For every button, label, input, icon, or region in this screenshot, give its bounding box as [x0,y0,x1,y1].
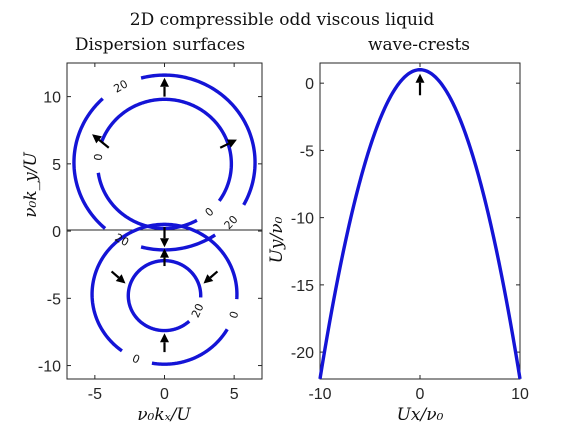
left-arrow-4 [160,248,169,267]
contour-label: 20 [222,213,241,232]
right-xtick-label: 0 [416,386,425,403]
left-arrow-2-head [226,139,237,148]
left-arrow-1-head [92,134,102,144]
left-arrow-6-shaft [209,270,219,279]
contour-level-0-2 [90,222,239,366]
left-ticks: -5 0 5 -10 -5 0 5 10 [38,63,262,403]
left-arrow-4-head [160,248,169,258]
left-xtick-label: 0 [160,386,169,403]
contour-label: 20 [189,302,207,320]
contour-level-20-3 [126,258,203,333]
contour-label: 0 [92,153,106,161]
right-xtick-label: -10 [308,386,331,403]
left-arrow-1-shaft [98,139,110,149]
left-arrow-5 [110,270,126,284]
left-arrow-5-shaft [110,270,120,279]
left-arrow-0-head [160,77,169,87]
figure-suptitle: 2D compressible odd viscous liquid [130,10,435,30]
left-ytick-label: -5 [47,291,61,308]
left-arrow-7-head [160,333,169,343]
left-panel-title: Dispersion surfaces [75,35,245,55]
right-ytick-label: 0 [305,76,314,93]
left-arrow-3 [160,227,169,248]
left-arrow-7 [160,333,169,353]
contour-level-20-0 [72,73,257,252]
right-arrow-0-head [415,73,425,83]
left-arrow-1 [92,134,110,149]
left-ytick-label: -10 [38,359,61,376]
right-ytick-label: -10 [291,211,314,228]
left-arrow-3-head [160,238,169,248]
right-series [318,68,522,380]
left-arrow-6 [203,270,219,284]
left-xtick-label: -5 [88,386,102,403]
right-arrow-0 [415,73,425,96]
left-arrow-2-shaft [219,142,230,149]
right-ytick-label: -20 [291,345,314,362]
right-panel-title: wave-crests [368,35,470,55]
contour-label: 0 [227,310,241,320]
contour-label: 20 [112,77,131,95]
right-ytick-label: -5 [300,143,314,160]
wave-crests-panel: wave-crests -10 0 10 -20 -15 -10 -5 0 Ux/ν₀ Uy/… [267,35,529,425]
wave-crest-curve [318,68,522,380]
right-ylabel: Uy/ν₀ [267,216,287,263]
left-arrows [92,77,237,353]
contour-label: 20 [113,231,131,249]
left-ytick-label: 10 [43,90,61,107]
left-contour-labels: 20 20 20 0 0 0 0 20 [92,77,242,366]
left-ytick-label: 5 [52,157,61,174]
right-ytick-label: -15 [291,278,314,295]
right-arrows [415,73,425,96]
left-arrow-6-head [203,274,214,284]
left-xtick-label: 5 [230,386,239,403]
left-arrow-2 [219,139,237,149]
left-ytick-label: 0 [52,224,61,241]
contour-level-0-1 [96,97,234,231]
right-xlabel: Ux/ν₀ [397,405,444,425]
left-arrow-0 [160,77,169,97]
right-xtick-label: 10 [511,386,529,403]
contour-label: 0 [203,205,217,219]
contour-label: 0 [130,352,142,367]
left-arrow-5-head [115,274,126,284]
left-xlabel: ν₀kₓ/U [137,405,191,425]
left-ylabel: ν₀k_y/U [21,152,41,218]
right-ticks: -10 0 10 -20 -15 -10 -5 0 [291,63,529,403]
